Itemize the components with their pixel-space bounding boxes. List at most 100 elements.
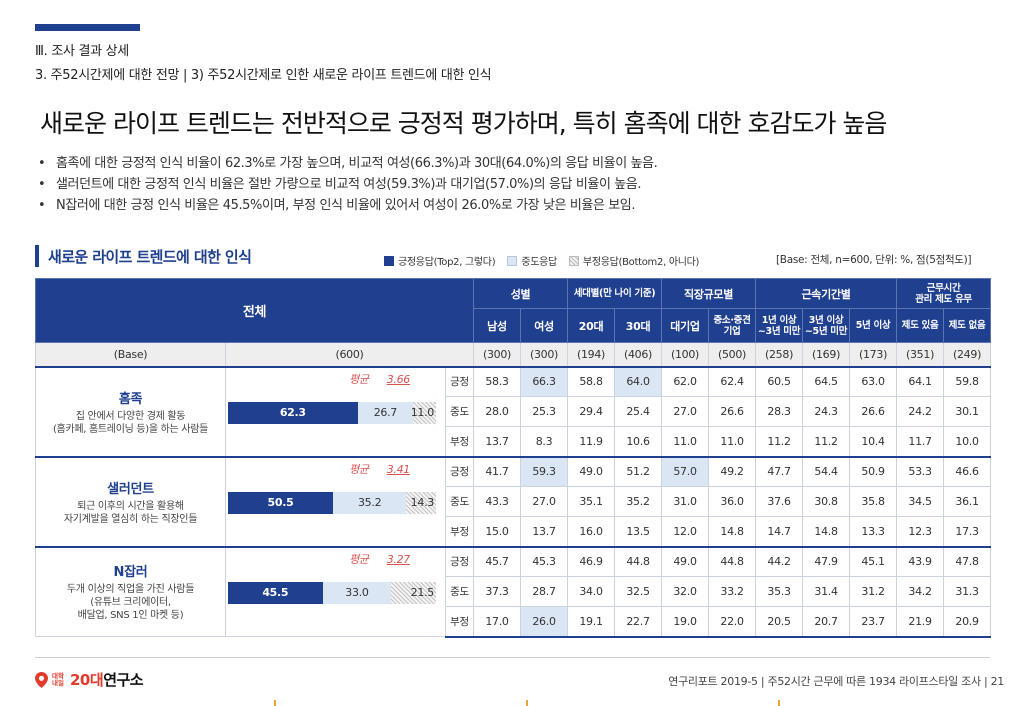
bar-segment-neutral: 33.0 [322,581,392,604]
table-cell: 64.0 [614,365,663,397]
table-cell: 49.0 [567,455,616,487]
table-cell: 11.2 [802,426,851,457]
table-cell: 28.7 [519,576,569,607]
legend-negative-label: 부정응답(Bottom2, 아니다) [582,257,700,268]
logo-small-text: 대학내일 [52,671,64,687]
table-cell: 41.7 [473,455,521,487]
table-cell: 35.2 [614,486,663,517]
response-type-label: 부정 [445,516,474,547]
table-cell: 16.0 [567,516,616,547]
table-cell: 47.9 [802,545,851,577]
table-cell: 20.7 [802,606,851,638]
subheader: 대기업 [661,308,710,343]
table-cell: 51.2 [614,455,663,487]
table-cell: 54.4 [802,455,851,487]
subheader: 1년 이상 ~3년 미만 [755,308,804,343]
table-cell: 28.0 [473,396,521,427]
stacked-bar-cell: 평균 3.66 62.3 26.7 11.0 [225,365,446,457]
table-cell: 14.7 [755,516,804,547]
response-type-label: 부정 [445,426,474,457]
table-cell: 31.3 [943,576,992,607]
table-cell: 22.0 [708,606,757,638]
bar-segment-neutral: 35.2 [333,491,407,514]
stacked-bar: 45.5 33.0 21.5 [228,581,436,604]
trend-title: N잡러 [113,565,148,581]
trend-description: 퇴근 이후의 시간을 활용해 자기계발을 열심히 하는 직장인들 [63,500,198,525]
table-cell: 60.5 [755,365,804,397]
table-cell: 37.3 [473,576,521,607]
table-cell: 10.0 [943,426,992,457]
base-total: (600) [225,342,474,367]
base-value: (258) [755,342,804,367]
table-cell: 59.3 [519,455,569,487]
table-cell: 46.6 [943,455,992,487]
response-type-label: 중도 [445,486,474,517]
table-cell: 34.2 [896,576,945,607]
table-cell: 26.0 [519,606,569,638]
bar-segment-negative: 11.0 [411,401,436,424]
table-cell: 29.4 [567,396,616,427]
table-cell: 19.0 [661,606,710,638]
table-row: 중도 28.0 25.3 29.4 25.4 27.0 26.6 28.3 24.3 26.6 24… [36,396,992,427]
trend-description: 두개 이상의 직업을 가진 사람들 (유튜브 크리에이터, 배달업, SNS 1… [66,584,195,622]
response-type-label: 부정 [445,606,474,638]
base-row: (Base) (600) (300) (300) (194) (406) (10… [35,342,992,367]
subheader: 중소·중견 기업 [708,308,757,343]
table-cell: 44.2 [755,545,804,577]
table-cell: 22.7 [614,606,663,638]
trend-label-cell: 샐러던트 퇴근 이후의 시간을 활용해 자기계발을 열심히 하는 직장인들 [35,455,226,547]
bullet-item: N잡러에 대한 긍정 인식 비율은 45.5%이며, 부정 인식 비율에 있어서… [38,195,657,216]
trend-label-cell: 홈족 집 안에서 다양한 경제 활동 (홈카페, 홈트레이닝 등)을 하는 사람들 [35,365,226,457]
base-value: (194) [567,342,616,367]
table-cell: 44.8 [708,545,757,577]
bullet-item: 홈족에 대한 긍정적 인식 비율이 62.3%로 가장 높으며, 비교적 여성(… [38,153,658,174]
header-worktime-system: 근무시간 관리 제도 유무 [896,278,992,309]
summary-bullets: 홈족에 대한 긍정적 인식 비율이 62.3%로 가장 높으며, 비교적 여성(… [38,153,658,216]
table-cell: 36.0 [708,486,757,517]
header-total: 전체 [35,278,474,343]
perception-table: 전체 성별 세대별(만 나이 기준) 직장규모별 근속기간별 근무시간 관리 제… [35,278,992,638]
subsection-label: 3. 주52시간제에 대한 전망 | 3) 주52시간제로 인한 새로운 라이프… [35,68,492,83]
table-cell: 11.2 [755,426,804,457]
base-note: [Base: 전체, n=600, 단위: %, 점(5점척도)] [776,254,972,266]
table-cell: 19.1 [567,606,616,638]
table-cell: 10.6 [614,426,663,457]
base-value: (300) [519,342,569,367]
brand-logo: 대학내일 20대연구소 [35,669,144,690]
table-cell: 31.4 [802,576,851,607]
table-cell: 45.7 [473,545,521,577]
table-cell: 62.0 [661,365,710,397]
table-cell: 8.3 [519,426,569,457]
table-row: 홈족 집 안에서 다양한 경제 활동 (홈카페, 홈트레이닝 등)을 하는 사람들… [35,365,992,457]
average-label: 평균 [349,552,369,566]
legend-neutral: 중도응답 [507,253,557,268]
table-cell: 49.2 [708,455,757,487]
response-type-label: 긍정 [445,545,474,577]
average-value: 3.41 [386,462,411,476]
subheader: 20대 [567,308,616,343]
subheader: 남성 [473,308,521,343]
bar-segment-negative: 21.5 [391,581,436,604]
table-cell: 23.7 [849,606,898,638]
response-type-label: 긍정 [445,365,474,397]
base-value: (406) [614,342,663,367]
table-cell: 17.3 [943,516,992,547]
table-cell: 33.2 [708,576,757,607]
table-cell: 31.0 [661,486,710,517]
table-cell: 31.2 [849,576,898,607]
table-cell: 64.1 [896,365,945,397]
location-pin-icon [35,671,48,688]
table-cell: 62.4 [708,365,757,397]
table-cell: 27.0 [661,396,710,427]
subheader: 5년 이상 [849,308,898,343]
table-cell: 14.8 [802,516,851,547]
table-cell: 32.5 [614,576,663,607]
bullet-item: 샐러던트에 대한 긍정적 인식 비율은 절반 가량으로 비교적 여성(59.3%… [38,174,657,195]
table-cell: 13.7 [473,426,521,457]
table-cell: 47.8 [943,545,992,577]
base-value: (351) [896,342,945,367]
bar-segment-neutral: 26.7 [357,401,414,424]
section-label: Ⅲ. 조사 결과 상세 [35,44,129,59]
average-score: 평균 3.41 [226,461,445,477]
table-cell: 14.8 [708,516,757,547]
